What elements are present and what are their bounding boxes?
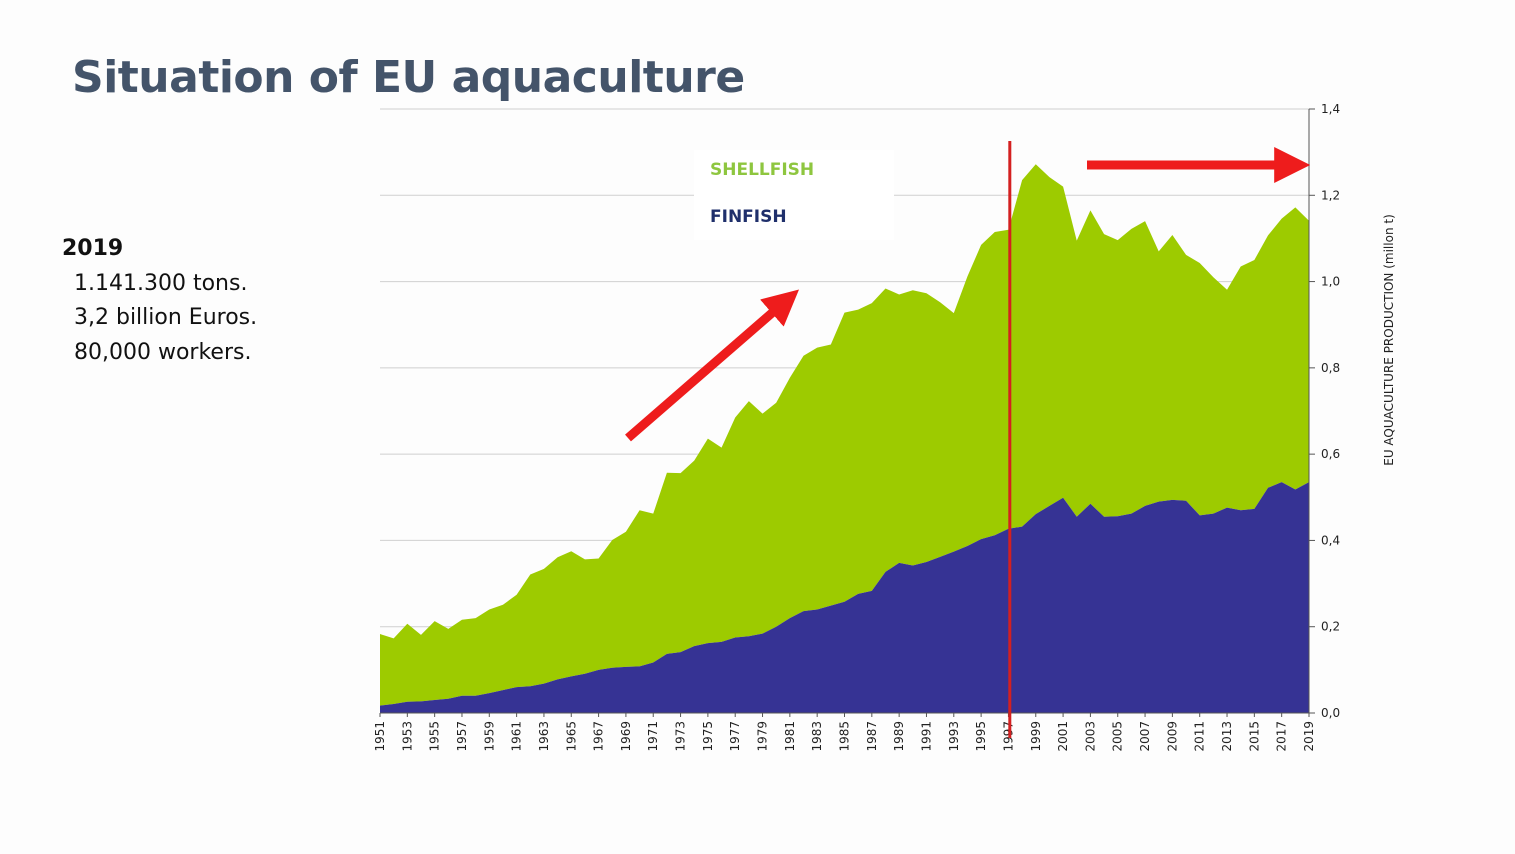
x-tick-label: 1969: [619, 721, 633, 752]
summary-tons: 1.141.300 tons.: [74, 270, 248, 296]
legend-shellfish: SHELLFISH: [710, 160, 814, 180]
legend-finfish: FINFISH: [710, 207, 787, 227]
y-tick-label: 1,2: [1321, 188, 1340, 202]
x-tick-label: 1957: [455, 721, 469, 752]
stacked-areas: [380, 164, 1309, 713]
y-tick-label: 0,6: [1321, 447, 1340, 461]
x-tick-label: 2017: [1275, 721, 1289, 752]
x-tick-label: 1959: [482, 721, 496, 752]
x-tick-label: 2009: [1165, 721, 1179, 752]
finfish-area: [380, 482, 1309, 713]
x-tick-label: 2003: [1083, 721, 1097, 752]
x-tick-label: 1967: [592, 721, 606, 752]
x-tick-label: 1963: [537, 721, 551, 752]
x-tick-label: 1989: [892, 721, 906, 752]
x-tick-label: 1991: [919, 721, 933, 752]
summary-stats: 2019 1.141.300 tons. 3,2 billion Euros. …: [62, 232, 257, 370]
x-tick-label: 1979: [756, 721, 770, 752]
x-tick-label: 2007: [1138, 721, 1152, 752]
x-tick-label: 2011: [1193, 721, 1207, 752]
y-axis-label: EU AQUACULTURE PRODUCTION (millon t): [1382, 214, 1396, 466]
x-tick-label: 1965: [564, 721, 578, 752]
x-tick-label: 1977: [728, 721, 742, 752]
x-tick-label: 1981: [783, 721, 797, 752]
x-tick-label: 1973: [674, 721, 688, 752]
annotations: [625, 141, 1311, 738]
x-tick-label: 1985: [838, 721, 852, 752]
x-tick-label: 1983: [810, 721, 824, 752]
x-tick-label: 1987: [865, 721, 879, 752]
x-tick-label: 1961: [510, 721, 524, 752]
y-tick-label: 0,8: [1321, 361, 1340, 375]
shellfish-area: [380, 164, 1309, 706]
y-tick-label: 1,0: [1321, 275, 1340, 289]
x-tick-label: 1999: [1029, 721, 1043, 752]
x-tick-label: 2013: [1220, 721, 1234, 752]
x-tick-label: 2015: [1247, 721, 1261, 752]
summary-year: 2019: [62, 236, 124, 261]
x-tick-label: 1995: [974, 721, 988, 752]
summary-value: 3,2 billion Euros.: [74, 305, 258, 330]
rising-trend-arrow: [625, 289, 800, 442]
y-tick-label: 0,4: [1321, 533, 1340, 547]
y-tick-label: 0,2: [1321, 620, 1340, 634]
y-tick-label: 0,0: [1321, 706, 1340, 720]
x-tick-label: 1975: [701, 721, 715, 752]
y-tick-label: 1,4: [1321, 102, 1340, 116]
summary-workers: 80,000 workers.: [74, 339, 252, 365]
legend-box: [694, 150, 894, 240]
x-tick-label: 1955: [428, 721, 442, 752]
x-tick-label: 2005: [1111, 721, 1125, 752]
axes: 0,0 0,2 0,4 0,6 0,8 1,0 1,2 1,4 1951 1953 1955 1957…: [373, 102, 1340, 752]
x-tick-label: 1993: [947, 721, 961, 752]
x-tick-label: 2001: [1056, 721, 1070, 752]
x-tick-label: 1953: [400, 721, 414, 752]
x-tick-label: 1971: [646, 721, 660, 752]
x-tick-label: 2019: [1302, 721, 1316, 752]
x-tick-label: 1951: [373, 721, 387, 752]
slide-title: Situation of EU aquaculture: [72, 52, 745, 103]
